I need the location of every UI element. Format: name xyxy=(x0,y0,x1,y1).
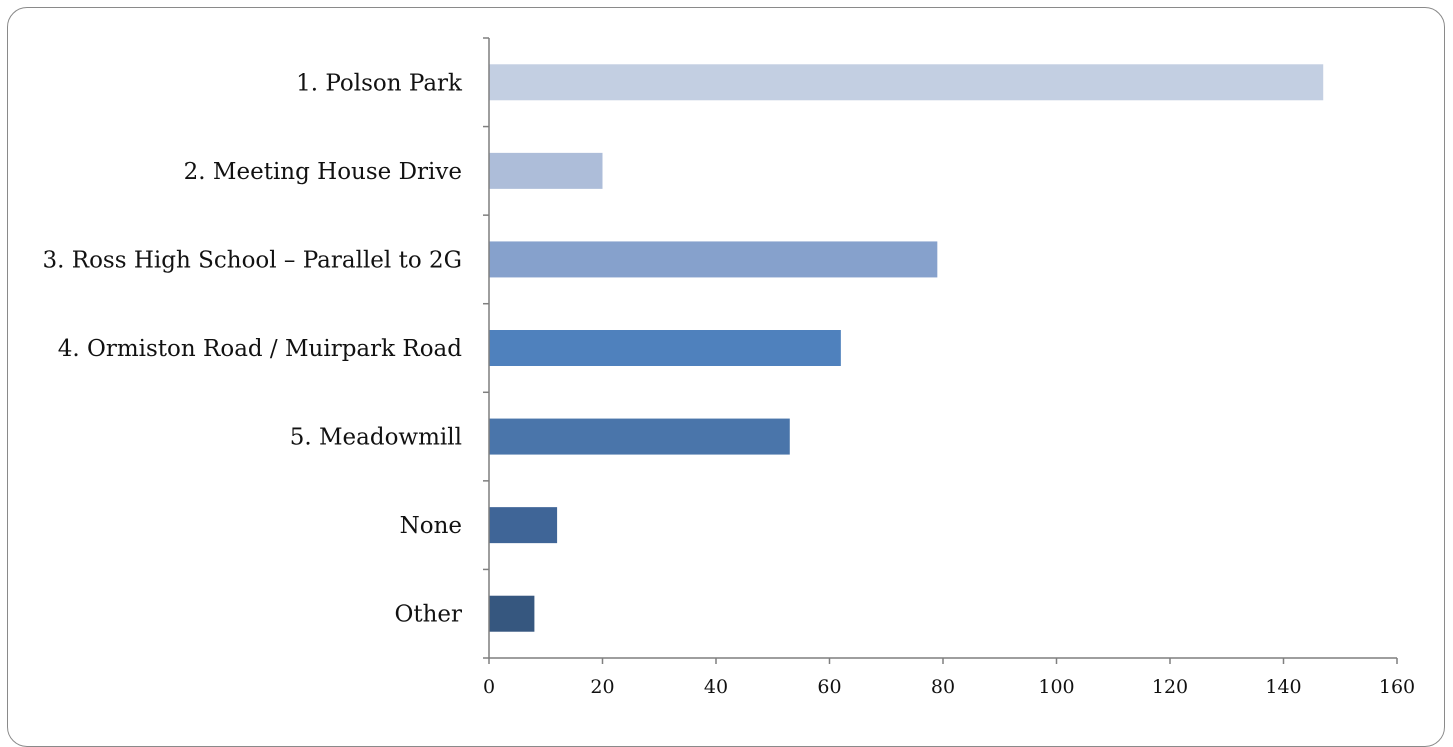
category-label-6: None xyxy=(400,513,462,539)
category-label-4: 4. Ormiston Road / Muirpark Road xyxy=(58,336,463,362)
x-tick-label-100: 100 xyxy=(1038,676,1074,698)
x-tick-label-80: 80 xyxy=(931,676,955,698)
bar-6 xyxy=(489,507,558,544)
bar-2 xyxy=(489,152,603,189)
category-label-1: 1. Polson Park xyxy=(296,70,463,96)
x-tick-label-120: 120 xyxy=(1152,676,1188,698)
category-label-3: 3. Ross High School – Parallel to 2G xyxy=(43,247,462,273)
bar-chart: 1. Polson Park 2. Meeting House Drive 3. R… xyxy=(43,37,1415,698)
bar-3 xyxy=(489,241,938,278)
x-tick-label-20: 20 xyxy=(590,676,614,698)
x-tick-label-0: 0 xyxy=(483,676,495,698)
x-tick-label-160: 160 xyxy=(1379,676,1415,698)
bar-7 xyxy=(489,595,535,632)
bar-1 xyxy=(489,64,1324,101)
x-tick-label-140: 140 xyxy=(1265,676,1301,698)
category-label-5: 5. Meadowmill xyxy=(290,425,462,451)
x-tick-label-40: 40 xyxy=(704,676,728,698)
category-label-2: 2. Meeting House Drive xyxy=(184,159,462,185)
bar-5 xyxy=(489,418,790,455)
x-tick-label-60: 60 xyxy=(817,676,841,698)
category-label-7: Other xyxy=(394,602,462,628)
chart-frame xyxy=(7,7,1445,747)
bar-4 xyxy=(489,330,841,366)
